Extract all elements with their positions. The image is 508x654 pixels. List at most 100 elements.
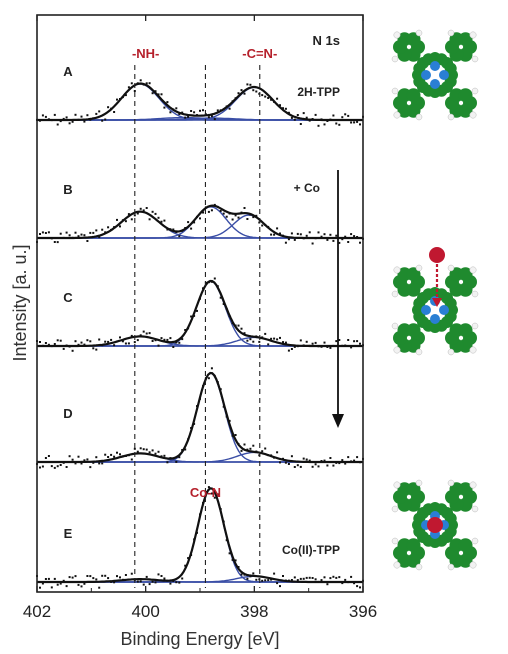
data-point: [243, 443, 246, 446]
data-point: [323, 459, 326, 462]
data-point: [204, 377, 207, 380]
data-point: [104, 340, 107, 343]
data-point: [314, 341, 317, 344]
data-point: [279, 104, 281, 107]
data-point: [293, 576, 296, 579]
data-point: [311, 118, 314, 120]
data-point: [190, 554, 193, 556]
data-point: [53, 113, 56, 116]
data-point: [311, 242, 314, 245]
panel-label-a: A: [63, 64, 73, 79]
data-point: [293, 238, 296, 241]
data-point: [314, 578, 317, 581]
data-point: [178, 341, 181, 344]
data-point: [347, 114, 350, 117]
data-point: [187, 557, 190, 560]
data-point: [273, 572, 276, 575]
data-point: [305, 576, 308, 579]
data-point: [184, 116, 187, 119]
data-point: [172, 457, 175, 460]
data-point: [151, 580, 154, 583]
data-point: [110, 107, 113, 110]
data-point: [302, 457, 305, 460]
data-point: [270, 454, 273, 457]
data-point: [335, 234, 338, 237]
data-point: [187, 327, 190, 330]
data-point: [264, 95, 267, 98]
data-point: [305, 340, 308, 343]
data-point: [190, 227, 193, 230]
molecule-3-icon: [391, 479, 479, 571]
data-point: [50, 237, 53, 240]
data-point: [59, 232, 62, 235]
data-point: [252, 444, 255, 447]
data-point: [320, 579, 323, 582]
data-point: [320, 345, 323, 348]
data-point: [323, 576, 326, 579]
data-point: [101, 574, 104, 577]
data-point: [175, 231, 178, 233]
data-point: [113, 581, 116, 584]
data-point: [359, 586, 361, 589]
data-point: [119, 576, 121, 579]
data-point: [71, 458, 74, 461]
panel-c: C: [36, 277, 364, 352]
data-point: [293, 118, 296, 121]
data-point: [130, 334, 133, 337]
data-point: [145, 575, 148, 578]
data-point: [107, 106, 110, 109]
data-point: [314, 237, 317, 240]
data-point: [101, 344, 104, 347]
data-point: [178, 113, 181, 115]
data-point: [359, 342, 361, 345]
data-point: [190, 315, 193, 318]
data-point: [240, 573, 243, 576]
data-point: [335, 340, 338, 343]
add-co-arrow-head: [332, 414, 344, 428]
data-point: [121, 340, 124, 343]
data-point: [139, 447, 142, 450]
data-point: [39, 341, 41, 343]
data-point: [62, 347, 65, 350]
data-point: [77, 583, 80, 586]
data-point: [249, 338, 252, 341]
data-point: [210, 367, 213, 370]
component-curve-b-2: [37, 206, 363, 239]
data-point: [181, 338, 184, 341]
data-point: [299, 123, 302, 125]
data-point: [124, 455, 127, 457]
data-point: [350, 233, 353, 236]
data-point: [154, 339, 157, 342]
data-point: [107, 456, 110, 458]
data-point: [95, 229, 98, 232]
data-point: [68, 455, 71, 458]
data-point: [80, 233, 83, 236]
data-point: [169, 228, 172, 231]
data-point: [190, 110, 193, 112]
data-point: [196, 405, 198, 408]
data-point: [282, 107, 284, 110]
data-point: [151, 92, 154, 95]
component-curve-d-2: [37, 372, 363, 463]
data-point: [193, 422, 196, 425]
component-curve-d-1: [37, 452, 363, 463]
data-point: [282, 575, 284, 577]
data-point: [356, 236, 359, 238]
data-point: [350, 575, 353, 578]
data-point: [160, 575, 163, 577]
data-point: [341, 344, 344, 347]
data-point: [166, 338, 169, 341]
data-point: [341, 116, 344, 119]
data-point: [287, 238, 290, 241]
data-point: [127, 342, 130, 345]
data-point: [44, 457, 47, 459]
data-point: [293, 466, 296, 468]
data-point: [311, 342, 314, 345]
component-curve-b-1: [37, 210, 363, 239]
data-point: [178, 456, 181, 459]
data-point: [145, 82, 148, 85]
data-point: [225, 415, 228, 418]
data-point: [92, 231, 95, 234]
data-point: [255, 90, 258, 93]
panel-e: E Co(II)-TPP: [36, 486, 364, 589]
